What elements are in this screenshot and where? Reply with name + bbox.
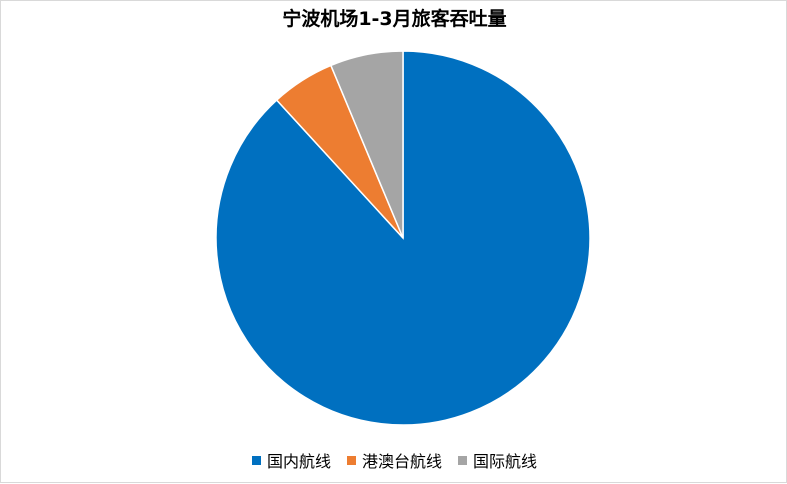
legend-item-hk-macau-taiwan: 港澳台航线: [346, 448, 442, 472]
chart-title: 宁波机场1-3月旅客吞吐量: [282, 8, 507, 30]
legend-item-international: 国际航线: [458, 448, 537, 472]
legend-label-domestic: 国内航线: [266, 452, 331, 471]
legend-label-hk-macau-taiwan: 港澳台航线: [361, 452, 442, 471]
legend-swatch-hk-macau-taiwan: [346, 455, 356, 465]
legend-label-international: 国际航线: [473, 452, 538, 471]
legend-item-domestic: 国内航线: [251, 448, 331, 472]
pie-slice-international: [329, 50, 404, 239]
legend-swatch-international: [458, 455, 467, 465]
legend-swatch-domestic: [251, 455, 261, 465]
legend: 国内航线 港澳台航线 国际航线: [1, 448, 787, 472]
